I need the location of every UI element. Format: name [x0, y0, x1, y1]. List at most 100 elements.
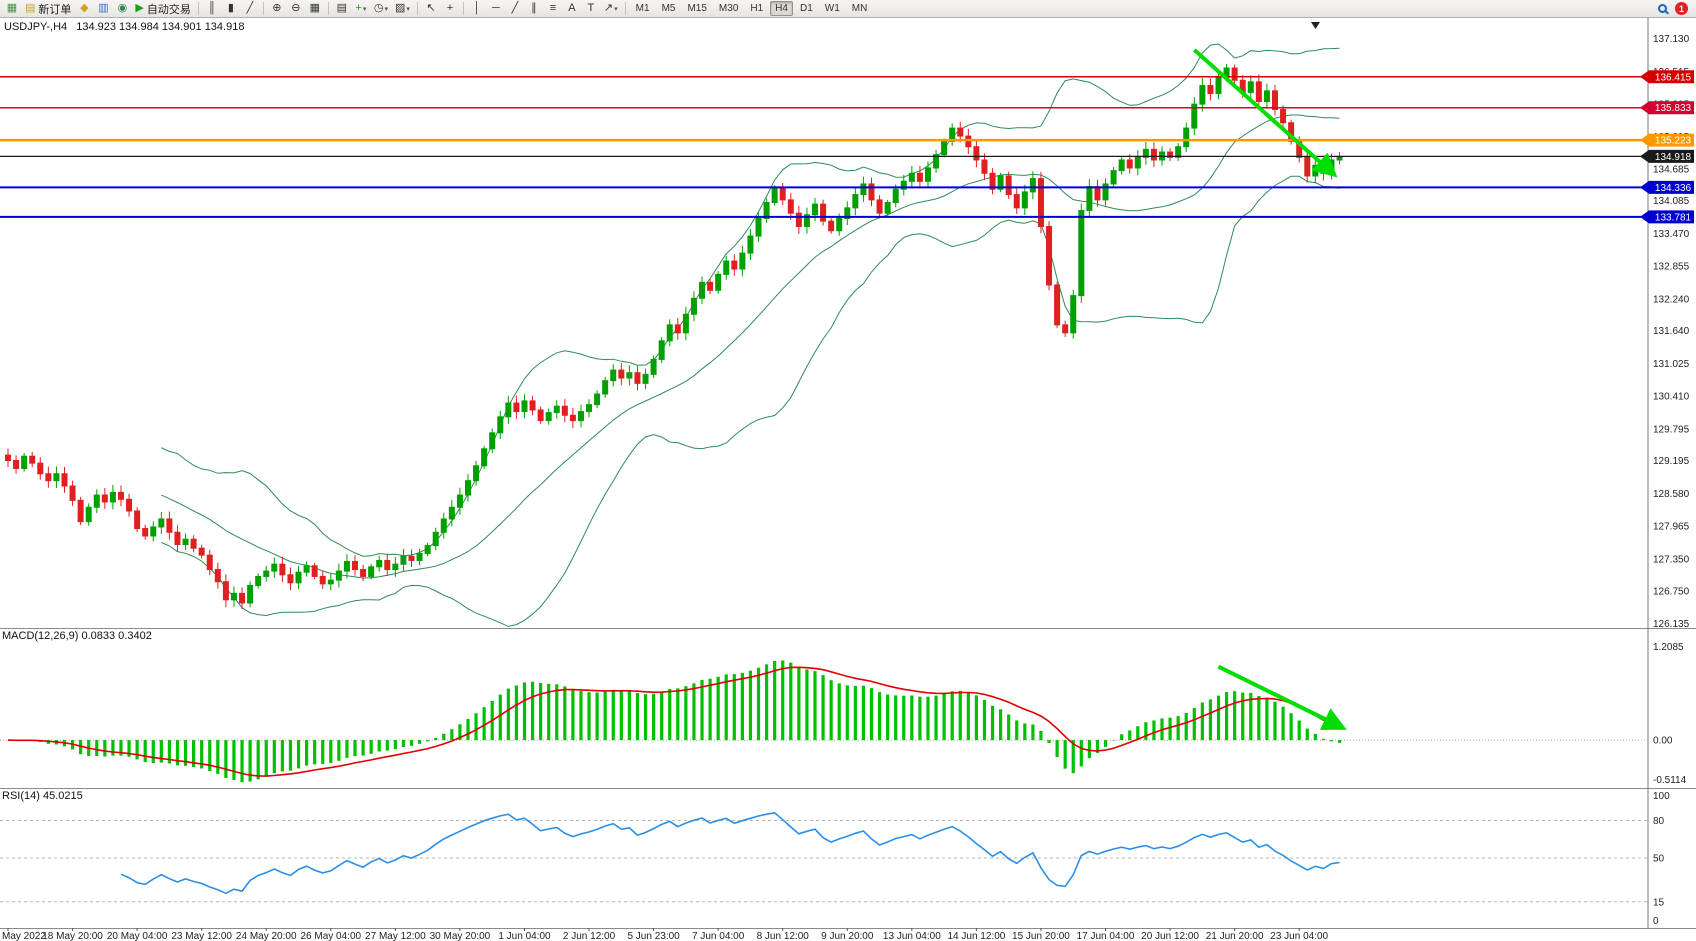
svg-text:14 Jun 12:00: 14 Jun 12:00 — [947, 931, 1005, 941]
trend-arrow-annotation-macd — [1217, 664, 1347, 730]
svg-text:23 Jun 04:00: 23 Jun 04:00 — [1270, 931, 1328, 941]
navigator-icon[interactable]: ◉ — [113, 1, 131, 17]
svg-text:134.085: 134.085 — [1653, 196, 1690, 207]
timeframe-buttons: M1 M5 M15 M30 H1 H4 D1 W1 MN — [630, 1, 874, 16]
timeframe-h1-button[interactable]: H1 — [750, 3, 764, 14]
svg-text:8 Jun 12:00: 8 Jun 12:00 — [757, 931, 810, 941]
trendline-icon: ╱ — [511, 2, 519, 14]
macd-panel[interactable]: 1.2085 0.00 -0.5114 — [0, 628, 1696, 788]
chevron-down-icon: ▾ — [362, 5, 367, 13]
arrange-windows-icon[interactable]: ▤ — [333, 1, 351, 17]
new-order-button[interactable]: ▤ 新订单 — [22, 1, 74, 17]
cursor-icon: ↖ — [426, 2, 436, 14]
svg-text:2 Jun 12:00: 2 Jun 12:00 — [563, 931, 616, 941]
svg-text:137.130: 137.130 — [1653, 34, 1690, 45]
svg-text:127.965: 127.965 — [1653, 522, 1690, 533]
svg-text:May 2022: May 2022 — [2, 931, 46, 941]
svg-text:-0.5114: -0.5114 — [1653, 775, 1687, 786]
horizontal-line-icon[interactable]: ─ — [487, 1, 505, 17]
svg-text:0: 0 — [1653, 916, 1659, 927]
crosshair-icon: + — [446, 2, 454, 14]
horizontal-line-icon: ─ — [492, 2, 500, 14]
text-icon[interactable]: A — [563, 1, 581, 17]
toolbar-right: 1 — [1658, 2, 1693, 15]
svg-text:27 May 12:00: 27 May 12:00 — [365, 931, 426, 941]
main-price-chart[interactable]: 137.130136.515135.905135.295134.685134.0… — [0, 18, 1696, 628]
fibonacci-icon: ≡ — [549, 2, 557, 14]
line-chart-icon[interactable]: ╱ — [241, 1, 259, 17]
crosshair-icon[interactable]: + — [441, 1, 459, 17]
autotrading-button[interactable]: ▶ 自动交易 — [132, 1, 193, 17]
timeframe-m15-button[interactable]: M15 — [687, 3, 707, 14]
svg-text:100: 100 — [1653, 791, 1670, 802]
indicators-icon[interactable]: + ▾ — [352, 1, 370, 17]
svg-text:15: 15 — [1653, 897, 1665, 908]
chevron-down-icon: ▾ — [614, 5, 618, 13]
svg-text:18 May 20:00: 18 May 20:00 — [42, 931, 103, 941]
zoom-out-icon[interactable]: ⊖ — [287, 1, 305, 17]
equidistant-channel-icon[interactable]: ∥ — [525, 1, 543, 17]
svg-text:135.833: 135.833 — [1655, 103, 1692, 114]
svg-text:50: 50 — [1653, 854, 1665, 865]
toolbar-buttons: ▦ ▤ 新订单 ◆ ▥ ◉ ▶ 自动交易 ║ ▮ ╱ ⊕ ⊖ ▦ ▤ + ▾ ◷ ▾ ▨ ▾ ↖ + │ ─ ╱ ∥ ≡ A T ↗ ▾ — [3, 1, 629, 17]
timeframe-h4-button[interactable]: H4 — [770, 1, 793, 16]
svg-text:15 Jun 20:00: 15 Jun 20:00 — [1012, 931, 1070, 941]
arrows-tool-icon[interactable]: ↗ ▾ — [601, 1, 621, 17]
autotrading-icon: ▶ — [135, 2, 144, 14]
notification-badge[interactable]: 1 — [1675, 2, 1688, 15]
svg-text:30 May 20:00: 30 May 20:00 — [430, 931, 491, 941]
svg-text:134.918: 134.918 — [1655, 152, 1692, 163]
timeframe-w1-button[interactable]: W1 — [824, 3, 840, 14]
svg-text:24 May 20:00: 24 May 20:00 — [236, 931, 297, 941]
arrows-tool-icon: ↗ — [603, 2, 614, 14]
zoom-in-icon[interactable]: ⊕ — [268, 1, 286, 17]
toolbar-separator — [197, 2, 199, 15]
trendline-icon[interactable]: ╱ — [506, 1, 524, 17]
toolbar-separator — [416, 2, 418, 15]
timeframe-d1-button[interactable]: D1 — [799, 3, 813, 14]
vertical-line-icon[interactable]: │ — [468, 1, 486, 17]
zoom-out-icon: ⊖ — [291, 2, 301, 14]
new-chart-window-icon[interactable]: ▦ — [3, 1, 21, 17]
timeframe-mn-button[interactable]: MN — [851, 3, 868, 14]
templates-icon[interactable]: ▨ ▾ — [392, 1, 413, 17]
line-chart-icon: ╱ — [246, 2, 254, 14]
svg-text:129.195: 129.195 — [1653, 456, 1690, 467]
periods-icon[interactable]: ◷ ▾ — [371, 1, 391, 17]
market-watch-icon: ◆ — [80, 2, 89, 14]
templates-icon: ▨ — [395, 2, 406, 14]
svg-text:7 Jun 04:00: 7 Jun 04:00 — [692, 931, 745, 941]
candlestick-chart-icon[interactable]: ▮ — [222, 1, 240, 17]
svg-text:80: 80 — [1653, 816, 1665, 827]
trend-arrow-annotation — [1192, 48, 1338, 178]
timeframe-m30-button[interactable]: M30 — [718, 3, 739, 14]
svg-text:136.415: 136.415 — [1655, 72, 1692, 83]
toolbar-separator — [327, 2, 329, 15]
timeframe-m5-button[interactable]: M5 — [661, 3, 676, 14]
data-window-icon: ▥ — [98, 2, 109, 14]
svg-text:21 Jun 20:00: 21 Jun 20:00 — [1206, 931, 1264, 941]
search-icon[interactable] — [1658, 4, 1667, 13]
timeframe-m1-button[interactable]: M1 — [635, 3, 650, 14]
svg-text:1 Jun 04:00: 1 Jun 04:00 — [498, 931, 551, 941]
cursor-icon[interactable]: ↖ — [422, 1, 440, 17]
market-watch-icon[interactable]: ◆ — [75, 1, 93, 17]
svg-text:0.00: 0.00 — [1653, 736, 1673, 747]
chart-area: 137.130136.515135.905135.295134.685134.0… — [0, 18, 1696, 941]
toolbar: ▦ ▤ 新订单 ◆ ▥ ◉ ▶ 自动交易 ║ ▮ ╱ ⊕ ⊖ ▦ ▤ + ▾ ◷ ▾ ▨ ▾ ↖ + │ ─ ╱ ∥ ≡ A T ↗ ▾ M1… — [0, 0, 1696, 18]
rsi-panel[interactable]: 100 80 50 15 0 — [0, 788, 1696, 928]
equidistant-channel-icon: ∥ — [531, 2, 537, 14]
macd-signal-line — [7, 666, 1340, 777]
tile-windows-icon[interactable]: ▦ — [306, 1, 324, 17]
svg-text:128.580: 128.580 — [1653, 489, 1690, 500]
svg-text:132.855: 132.855 — [1653, 262, 1690, 273]
new-chart-window-icon: ▦ — [6, 2, 18, 14]
data-window-icon[interactable]: ▥ — [94, 1, 112, 17]
svg-text:132.240: 132.240 — [1653, 294, 1690, 305]
bar-chart-icon[interactable]: ║ — [203, 1, 221, 17]
svg-text:134.336: 134.336 — [1655, 183, 1692, 194]
text-label-icon[interactable]: T — [582, 1, 600, 17]
svg-text:129.795: 129.795 — [1653, 424, 1690, 435]
fibonacci-icon[interactable]: ≡ — [544, 1, 562, 17]
